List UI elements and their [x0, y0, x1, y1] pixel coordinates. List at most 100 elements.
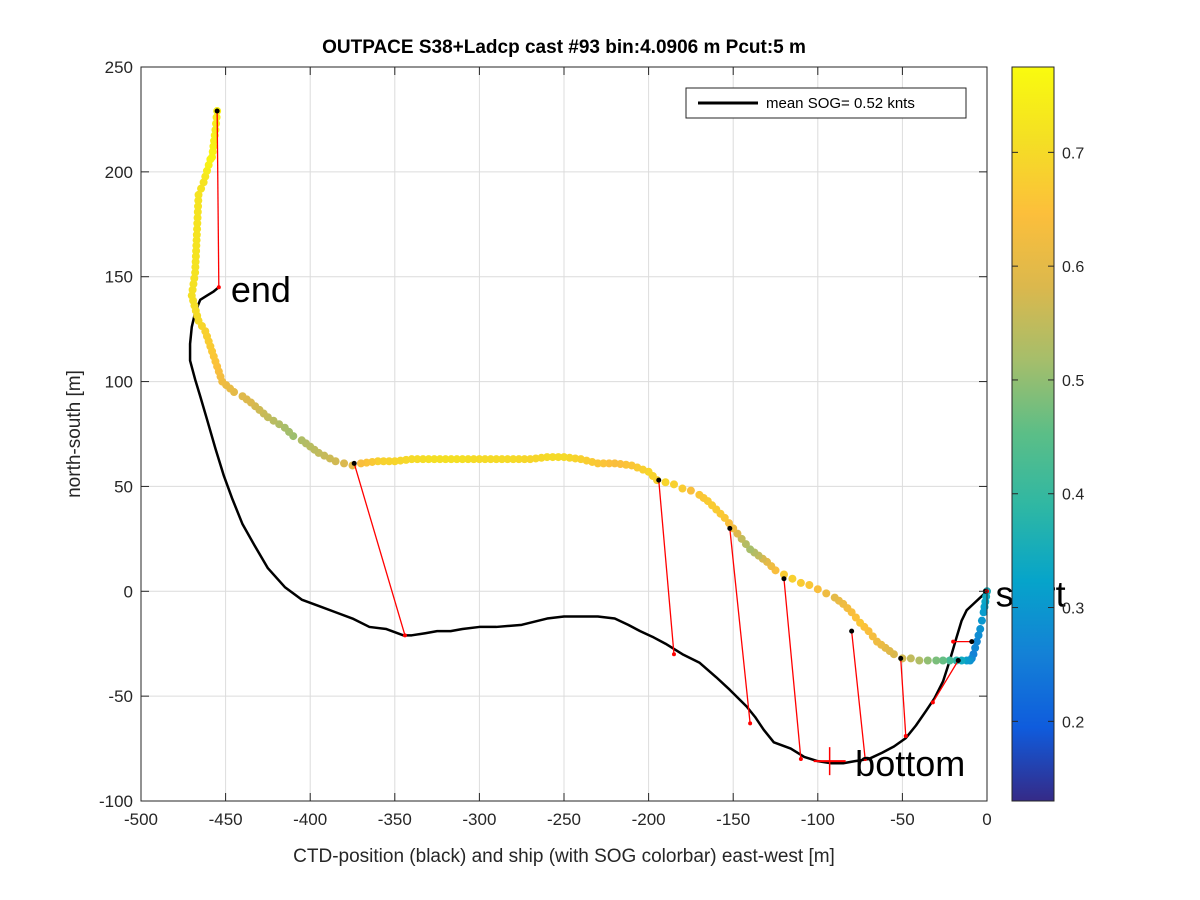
- annotations: endstartbottom: [231, 269, 1066, 784]
- ship-point: [441, 455, 450, 464]
- ctd-track-line: [188, 286, 988, 765]
- pair-line: [900, 658, 907, 737]
- ship-point: [192, 230, 201, 239]
- pair-line: [729, 528, 751, 724]
- ship-point: [526, 455, 535, 464]
- ctd-pair-marker: [216, 285, 221, 290]
- pair-line: [850, 631, 866, 760]
- ship-point: [669, 480, 678, 489]
- ship-point: [779, 570, 788, 579]
- ship-point: [430, 455, 439, 464]
- ctd-pair-marker: [930, 700, 935, 705]
- x-tick-label: -500: [124, 810, 158, 829]
- ship-point: [945, 656, 954, 665]
- pair-line: [658, 480, 675, 655]
- ship-point: [193, 219, 202, 228]
- ctd-pair-marker: [671, 652, 676, 657]
- ship-point: [695, 490, 704, 499]
- pair-line: [932, 660, 959, 703]
- ship-point: [297, 436, 306, 445]
- ship-point: [805, 580, 814, 589]
- ship-point: [193, 225, 202, 234]
- x-tick-label: -150: [716, 810, 750, 829]
- ship-point: [197, 184, 206, 193]
- colorbar-tick-label: 0.6: [1062, 259, 1084, 276]
- ctd-pair-marker: [402, 633, 407, 638]
- colorbar-tick-label: 0.7: [1062, 145, 1084, 162]
- ship-point: [605, 459, 614, 468]
- ship-point: [193, 213, 202, 222]
- ship-point: [452, 455, 461, 464]
- x-axis-label: CTD-position (black) and ship (with SOG …: [293, 846, 835, 867]
- ship-point: [514, 455, 523, 464]
- y-tick-label: 250: [105, 58, 133, 77]
- x-tick-label: -350: [378, 810, 412, 829]
- ship-point: [972, 637, 981, 646]
- ctd-pair-marker: [863, 757, 868, 762]
- ship-point: [548, 453, 557, 462]
- ship-point: [486, 455, 495, 464]
- x-tick-label: -50: [890, 810, 915, 829]
- pair-line: [783, 578, 802, 760]
- ship-point: [796, 578, 805, 587]
- ship-point: [390, 457, 399, 466]
- ship-point: [971, 643, 980, 652]
- ship-point: [194, 190, 203, 199]
- ship-point: [906, 654, 915, 663]
- ship-point: [413, 455, 422, 464]
- ship-point: [822, 589, 831, 598]
- y-tick-label: -100: [99, 792, 133, 811]
- y-tick-label: -50: [108, 687, 133, 706]
- ship-point: [509, 455, 518, 464]
- matched-pairs: [214, 108, 989, 776]
- ship-point: [385, 457, 394, 466]
- ctd-pair-marker: [798, 757, 803, 762]
- y-tick-label: 200: [105, 163, 133, 182]
- ship-point: [788, 574, 797, 583]
- ship-point: [419, 455, 427, 464]
- y-tick-label: 100: [105, 373, 133, 392]
- ship-point: [686, 486, 695, 495]
- ship-point: [238, 392, 247, 401]
- ship-point: [356, 459, 365, 468]
- chart-title: OUTPACE S38+Ladcp cast #93 bin:4.0906 m …: [322, 37, 806, 58]
- ship-point: [923, 656, 932, 665]
- y-tick-label: 0: [124, 582, 133, 601]
- y-axis-label: north-south [m]: [64, 370, 85, 498]
- ship-point: [503, 455, 512, 464]
- y-tick-label: 50: [114, 477, 133, 496]
- y-tick-label: 150: [105, 268, 133, 287]
- ship-pair-marker: [849, 628, 855, 634]
- colorbar-tick-label: 0.4: [1062, 487, 1084, 504]
- x-tick-label: -450: [209, 810, 243, 829]
- ctd-track: [188, 286, 988, 765]
- legend: mean SOG= 0.52 knts: [685, 87, 967, 119]
- y-axis-ticks: -100 -50 0 50 100 150 200 250: [99, 58, 987, 811]
- ship-point: [610, 459, 619, 468]
- ctd-pair-marker: [903, 733, 908, 738]
- ship-point: [939, 656, 948, 665]
- ship-point: [469, 455, 478, 464]
- colorbar-gradient: [1011, 66, 1055, 802]
- x-tick-label: 0: [982, 810, 991, 829]
- ship-point: [554, 453, 563, 462]
- ship-point: [340, 459, 349, 468]
- ship-point: [976, 625, 985, 634]
- ship-point: [492, 455, 501, 464]
- ship-point: [194, 202, 203, 211]
- ship-pair-marker: [781, 576, 787, 582]
- ship-point: [458, 455, 467, 464]
- annotation-end: end: [231, 269, 291, 310]
- ship-point: [974, 631, 983, 640]
- x-tick-label: -100: [801, 810, 835, 829]
- ship-pair-marker: [898, 655, 904, 661]
- ship-pair-marker: [656, 477, 662, 483]
- ship-point: [560, 453, 568, 462]
- pair-line: [353, 463, 406, 636]
- colorbar-ticks: 0.2 0.3 0.4 0.5 0.6 0.7: [1012, 145, 1084, 731]
- ship-point: [979, 608, 988, 617]
- ship-pair-marker: [955, 657, 961, 663]
- x-axis-ticks: -500 -450 -400 -350 -300 -250 -200 -150 -100 -50 0: [124, 67, 992, 829]
- ship-point: [424, 455, 433, 464]
